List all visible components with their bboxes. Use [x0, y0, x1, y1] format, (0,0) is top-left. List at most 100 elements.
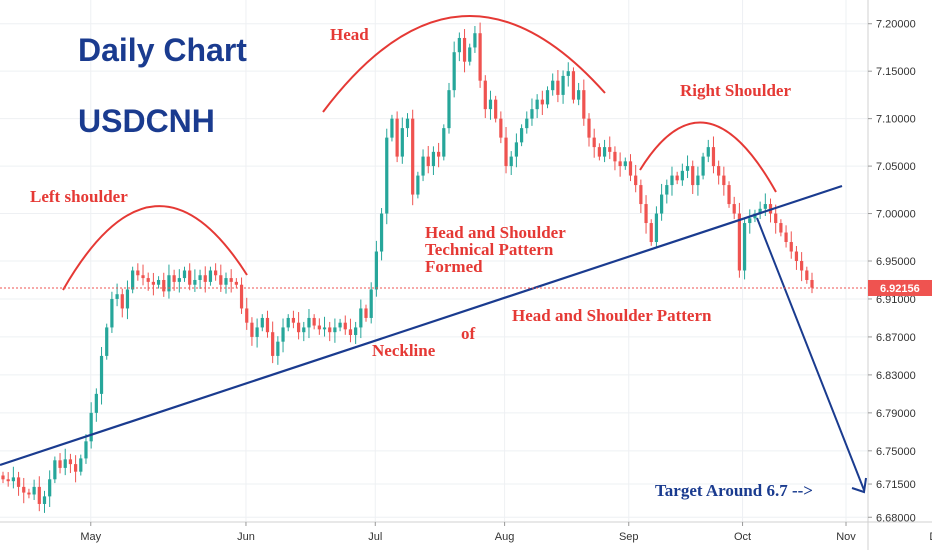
- candle-body: [219, 275, 223, 285]
- candle: [364, 304, 368, 322]
- candle: [727, 181, 731, 208]
- candle: [224, 272, 228, 294]
- pattern-label-line1: Head and Shoulder: [425, 223, 566, 242]
- candle: [302, 321, 306, 342]
- candle: [245, 297, 249, 330]
- right-shoulder-arc: [639, 121, 777, 193]
- candle-body: [551, 80, 555, 91]
- candle: [307, 309, 311, 339]
- candle: [385, 128, 389, 225]
- candle: [354, 321, 358, 344]
- candle-body: [328, 327, 332, 333]
- price-tick-label: 6.87000: [876, 332, 916, 344]
- time-tick-label: Aug: [495, 531, 515, 543]
- candle-body: [701, 156, 705, 176]
- candle: [172, 269, 176, 291]
- candle-body: [260, 317, 264, 328]
- candle-body: [84, 441, 88, 459]
- candle-body: [146, 278, 150, 282]
- candle: [348, 318, 353, 343]
- candle: [774, 204, 778, 234]
- chart-title: Daily Chart: [78, 32, 247, 68]
- candle: [442, 124, 446, 161]
- candle-body: [602, 147, 607, 157]
- candle-body: [32, 486, 36, 495]
- candle: [748, 209, 752, 234]
- candle: [483, 75, 487, 119]
- candle-body: [660, 194, 664, 214]
- candle: [291, 310, 296, 329]
- candle: [48, 470, 52, 508]
- candle: [810, 272, 814, 294]
- candle-body: [99, 355, 104, 394]
- candle-body: [717, 166, 721, 176]
- candle: [328, 321, 332, 342]
- candle-body: [519, 128, 524, 143]
- candle-body: [758, 208, 762, 214]
- candle-body: [587, 118, 591, 138]
- candle: [42, 490, 47, 513]
- candle: [37, 476, 41, 512]
- candle-body: [369, 289, 373, 318]
- candle-body: [665, 185, 669, 195]
- candle: [338, 318, 342, 332]
- candle-body: [737, 213, 742, 271]
- price-tick-label: 6.91000: [876, 294, 916, 306]
- candle: [779, 219, 783, 237]
- candle-body: [125, 289, 130, 309]
- candle-body: [494, 99, 498, 119]
- candle: [468, 43, 472, 66]
- candle: [597, 143, 601, 161]
- candle: [488, 90, 493, 120]
- candle: [732, 196, 736, 220]
- candle-body: [182, 270, 187, 279]
- candle-body: [281, 327, 285, 342]
- candle: [234, 278, 238, 289]
- candle-body: [654, 213, 659, 243]
- candle: [296, 312, 301, 340]
- price-axis: 6.68000 6.71500 6.75000 6.79000 6.83000 6.870…: [867, 0, 932, 550]
- candle: [582, 79, 586, 126]
- candle: [167, 264, 171, 299]
- candle-body: [608, 147, 612, 152]
- candle: [136, 263, 140, 281]
- candle: [789, 231, 793, 259]
- candle-body: [514, 142, 519, 157]
- candle: [317, 318, 321, 335]
- price-tick-label: 6.71500: [876, 479, 916, 491]
- candle-body: [105, 327, 109, 356]
- candle: [742, 217, 747, 280]
- candle: [634, 164, 638, 193]
- candle-body: [810, 279, 814, 288]
- chart-symbol: USDCNH: [78, 103, 215, 139]
- candle-body: [37, 486, 41, 504]
- candle: [229, 269, 233, 293]
- candle: [696, 166, 700, 196]
- candle: [151, 272, 155, 296]
- left-shoulder-label: Left shoulder: [30, 187, 128, 206]
- candle: [691, 160, 695, 194]
- candle-body: [675, 175, 679, 181]
- candle: [125, 280, 130, 320]
- neckline-label: Neckline: [372, 341, 436, 360]
- candle: [11, 466, 15, 489]
- candle-body: [6, 479, 10, 482]
- candle: [701, 152, 705, 180]
- hs-pattern-label: Head and Shoulder Pattern: [512, 306, 712, 325]
- candle: [675, 171, 679, 185]
- candle: [6, 472, 10, 487]
- candle-body: [748, 218, 752, 224]
- price-tick-label: 7.00000: [876, 209, 916, 221]
- candle: [571, 67, 576, 104]
- candle: [89, 402, 93, 449]
- candle-body: [805, 270, 809, 280]
- candles-layer: [1, 22, 814, 513]
- candle-body: [265, 317, 270, 333]
- candle: [276, 336, 280, 365]
- price-tick-label: 7.20000: [876, 19, 916, 31]
- candle-body: [525, 118, 529, 129]
- candle-body: [582, 90, 586, 119]
- candle-body: [296, 322, 301, 333]
- candle-body: [317, 325, 321, 330]
- candle-body: [411, 118, 415, 195]
